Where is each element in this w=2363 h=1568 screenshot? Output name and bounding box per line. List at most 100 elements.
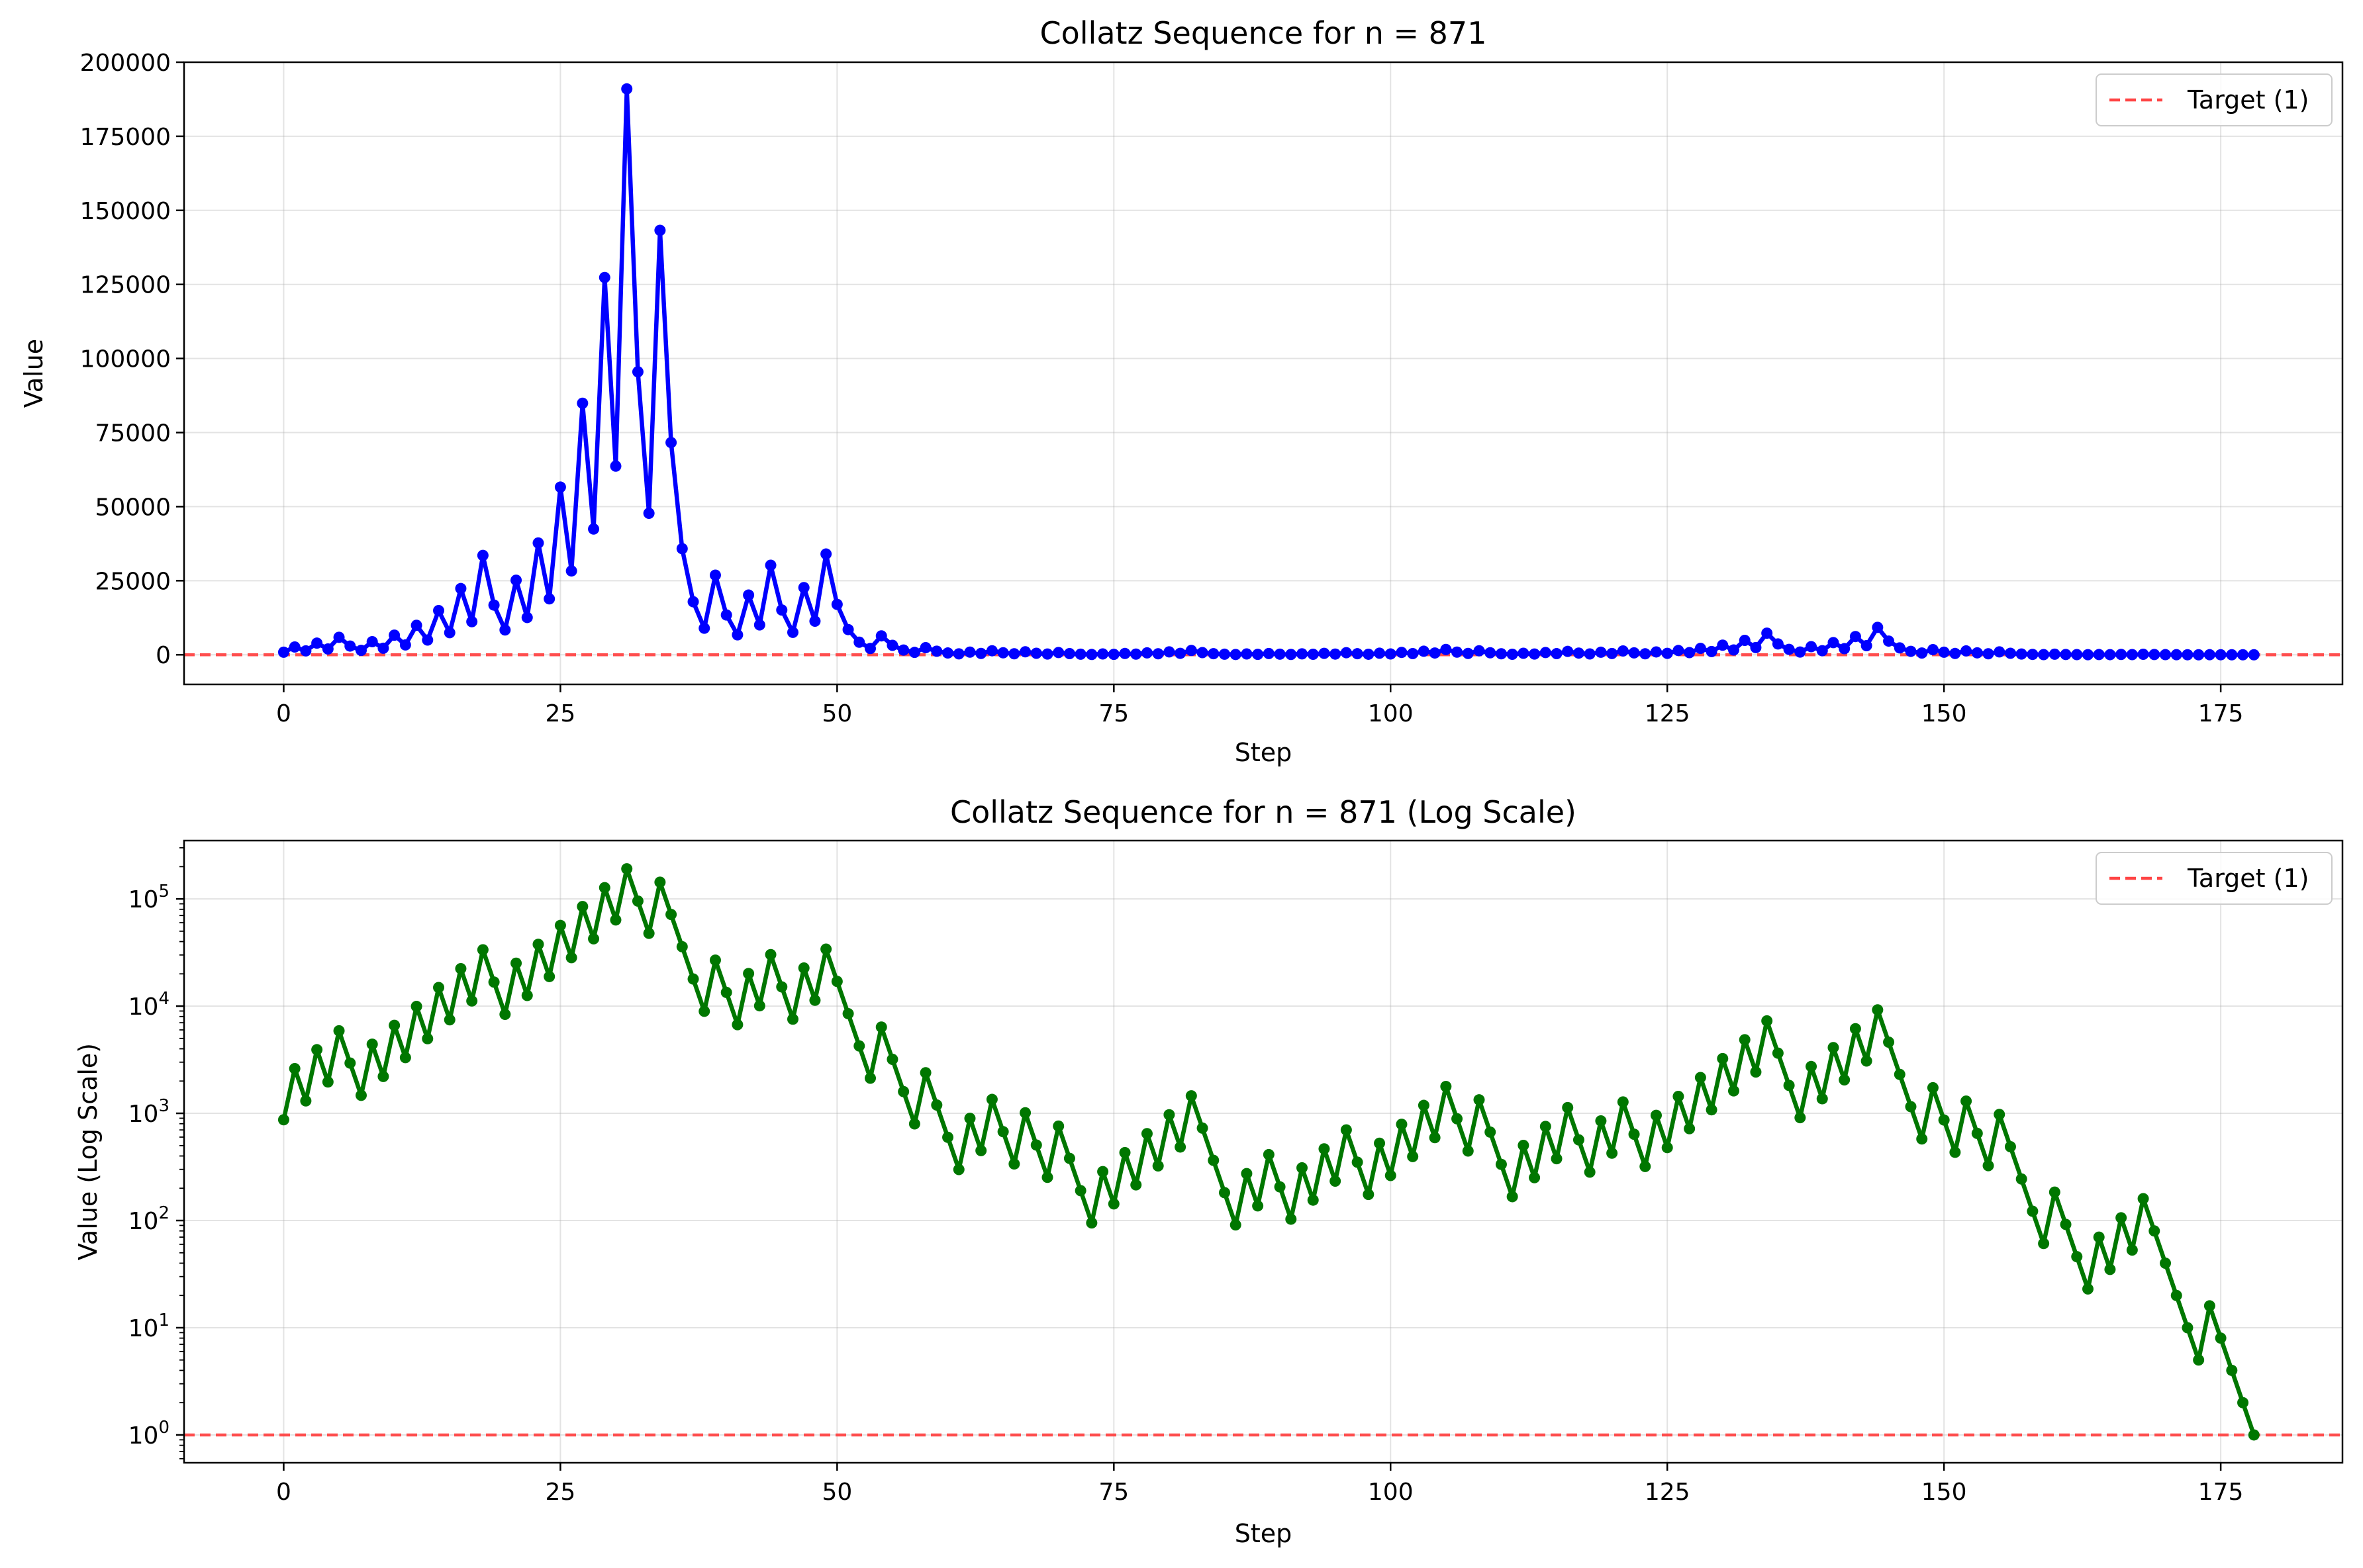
data-point — [499, 1008, 511, 1020]
data-point — [499, 624, 511, 636]
data-point — [1529, 648, 1541, 660]
data-point — [1462, 647, 1474, 659]
data-point — [1750, 641, 1762, 653]
data-point — [410, 1001, 422, 1013]
data-point — [709, 954, 721, 966]
data-point — [1827, 637, 1839, 649]
data-point — [2115, 1212, 2127, 1224]
data-point — [1684, 1123, 1696, 1134]
data-point — [865, 1072, 877, 1084]
data-point — [510, 575, 522, 586]
data-point — [1794, 646, 1806, 658]
data-point — [1396, 647, 1408, 659]
data-point — [643, 927, 655, 939]
data-point — [1883, 635, 1895, 647]
data-point — [1938, 1114, 1950, 1126]
data-point — [1617, 1096, 1629, 1108]
data-point — [1506, 1191, 1518, 1203]
data-point — [1374, 647, 1386, 659]
data-point — [2170, 1289, 2182, 1301]
data-point — [311, 1044, 323, 1056]
data-point — [2004, 647, 2016, 659]
x-tick-label: 125 — [1645, 1479, 1690, 1506]
data-point — [853, 636, 865, 648]
data-point — [1495, 1158, 1507, 1170]
data-point — [1728, 1085, 1740, 1097]
data-point — [820, 548, 832, 560]
data-point — [1329, 648, 1341, 660]
data-point — [289, 641, 301, 653]
data-point — [654, 876, 666, 888]
data-point — [1694, 643, 1706, 655]
data-point — [2049, 648, 2060, 660]
data-point — [289, 1062, 301, 1074]
data-point — [300, 1095, 312, 1107]
data-point — [1020, 1107, 1032, 1119]
data-point — [389, 1019, 401, 1031]
legend-label: Target (1) — [2187, 864, 2309, 893]
data-point — [1429, 1132, 1441, 1144]
data-point — [676, 941, 688, 952]
data-point — [1994, 646, 2005, 658]
data-point — [1949, 1146, 1961, 1158]
data-point — [1905, 1101, 1917, 1113]
legend: Target (1) — [2096, 852, 2333, 905]
data-point — [1008, 648, 1020, 660]
data-point — [399, 1052, 411, 1064]
data-point — [720, 609, 732, 621]
legend: Target (1) — [2096, 73, 2333, 126]
data-point — [1761, 1015, 1773, 1027]
data-point — [1307, 1194, 1319, 1206]
data-point — [2049, 1186, 2060, 1198]
data-point — [1119, 647, 1131, 659]
data-point — [2126, 649, 2138, 661]
data-point — [1030, 647, 1042, 659]
data-point — [488, 599, 500, 611]
data-point — [2160, 649, 2172, 661]
data-point — [1119, 1146, 1131, 1158]
data-point — [554, 919, 566, 931]
data-point — [1041, 648, 1053, 660]
data-point — [732, 1019, 744, 1031]
data-point — [2203, 649, 2215, 661]
data-point — [1806, 641, 1817, 653]
data-point — [699, 622, 710, 634]
data-point — [1440, 1080, 1452, 1092]
data-point — [2237, 649, 2249, 661]
x-tick-label: 0 — [276, 1479, 291, 1506]
data-point — [1097, 648, 1109, 660]
data-point — [1175, 1141, 1186, 1153]
data-point — [2082, 1283, 2094, 1295]
data-point — [898, 1085, 910, 1097]
data-point — [1196, 1122, 1208, 1134]
data-point — [776, 981, 788, 993]
data-point — [1806, 1060, 1817, 1072]
data-point — [344, 1057, 356, 1069]
data-series — [277, 863, 2260, 1441]
data-point — [632, 366, 644, 378]
data-point — [2104, 649, 2116, 661]
data-point — [2203, 1300, 2215, 1312]
data-point — [1218, 1187, 1230, 1199]
x-tick-label: 150 — [1921, 700, 1967, 727]
data-point — [399, 639, 411, 651]
data-point — [1772, 638, 1784, 650]
data-point — [798, 962, 810, 974]
data-point — [1063, 1152, 1075, 1164]
data-point — [687, 596, 699, 608]
data-point — [565, 565, 577, 577]
data-point — [875, 630, 887, 642]
data-point — [1407, 1150, 1419, 1162]
data-point — [366, 635, 378, 647]
data-point — [1230, 1219, 1241, 1231]
data-point — [2193, 649, 2205, 661]
x-tick-label: 175 — [2198, 700, 2244, 727]
data-point — [765, 948, 777, 960]
data-point — [753, 619, 765, 631]
x-tick-label: 150 — [1921, 1479, 1967, 1506]
data-point — [1551, 648, 1563, 660]
data-point — [1816, 645, 1828, 657]
data-point — [1340, 647, 1352, 659]
data-point — [1916, 647, 1928, 659]
data-point — [1175, 647, 1186, 659]
